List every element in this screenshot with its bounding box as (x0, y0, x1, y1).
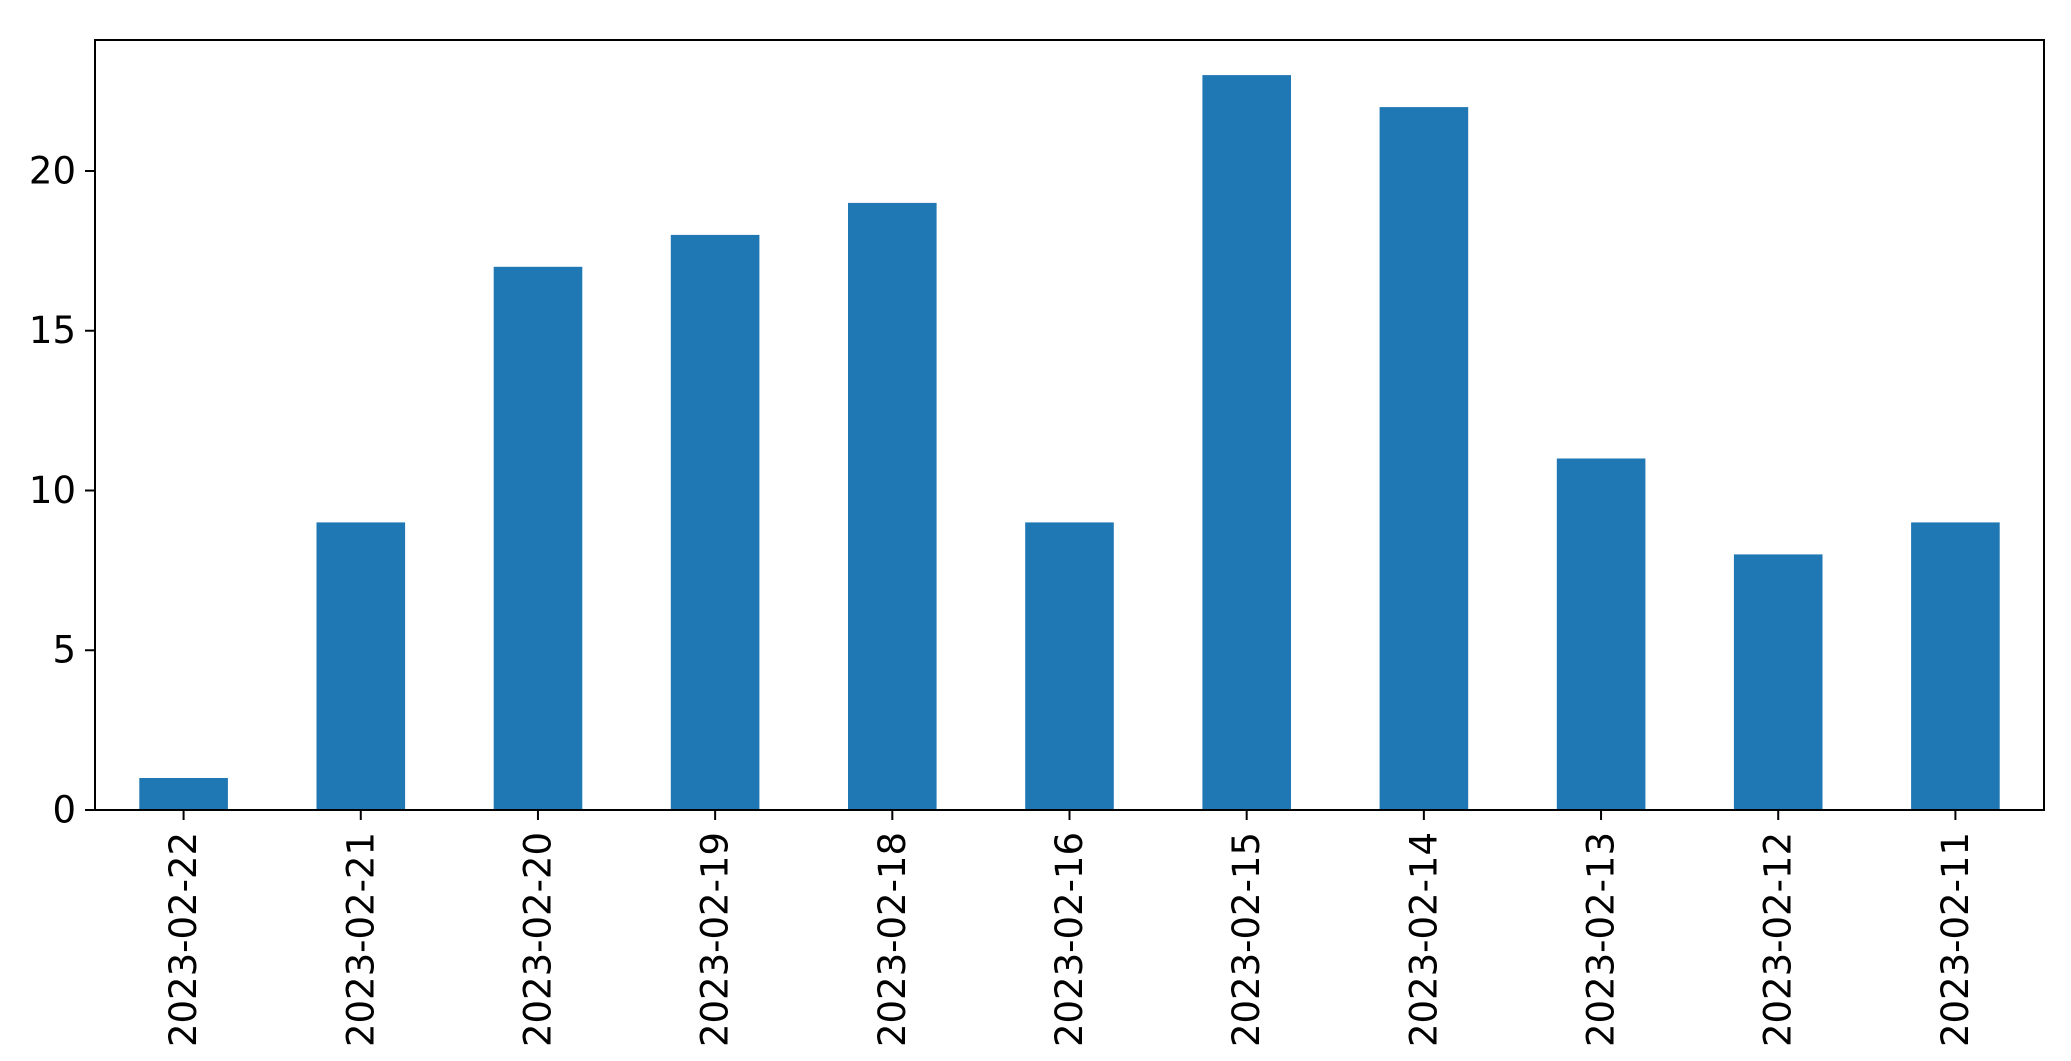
x-tick-label: 2023-02-12 (1757, 832, 1800, 1047)
x-tick-label: 2023-02-19 (694, 832, 737, 1047)
y-tick-label: 15 (29, 309, 76, 352)
bar-2023-02-18 (848, 202, 937, 810)
y-tick-label: 20 (29, 149, 76, 192)
bar-2023-02-12 (1733, 554, 1823, 810)
x-tick-label: 2023-02-13 (1580, 832, 1623, 1047)
bar-2023-02-13 (1556, 458, 1646, 810)
x-tick-label: 2023-02-11 (1934, 832, 1977, 1047)
y-tick-label: 0 (52, 789, 76, 832)
x-tick-label: 2023-02-20 (516, 832, 559, 1047)
bar-2023-02-20 (493, 266, 583, 810)
y-tick-label: 5 (52, 629, 76, 672)
x-tick-label: 2023-02-14 (1402, 832, 1445, 1047)
x-tick-label: 2023-02-16 (1048, 832, 1091, 1047)
bar-2023-02-16 (1025, 522, 1114, 810)
bar-2023-02-22 (139, 778, 228, 810)
bar-2023-02-11 (1911, 522, 2000, 810)
x-tick-label: 2023-02-21 (339, 832, 382, 1047)
bar-2023-02-19 (670, 234, 760, 810)
bar-2023-02-15 (1202, 75, 1291, 811)
x-tick-label: 2023-02-15 (1225, 832, 1268, 1047)
bar-2023-02-14 (1379, 107, 1469, 811)
y-tick-label: 10 (29, 469, 76, 512)
bar-2023-02-21 (316, 522, 406, 810)
x-tick-label: 2023-02-18 (871, 832, 914, 1047)
x-tick-label: 2023-02-22 (162, 832, 205, 1047)
